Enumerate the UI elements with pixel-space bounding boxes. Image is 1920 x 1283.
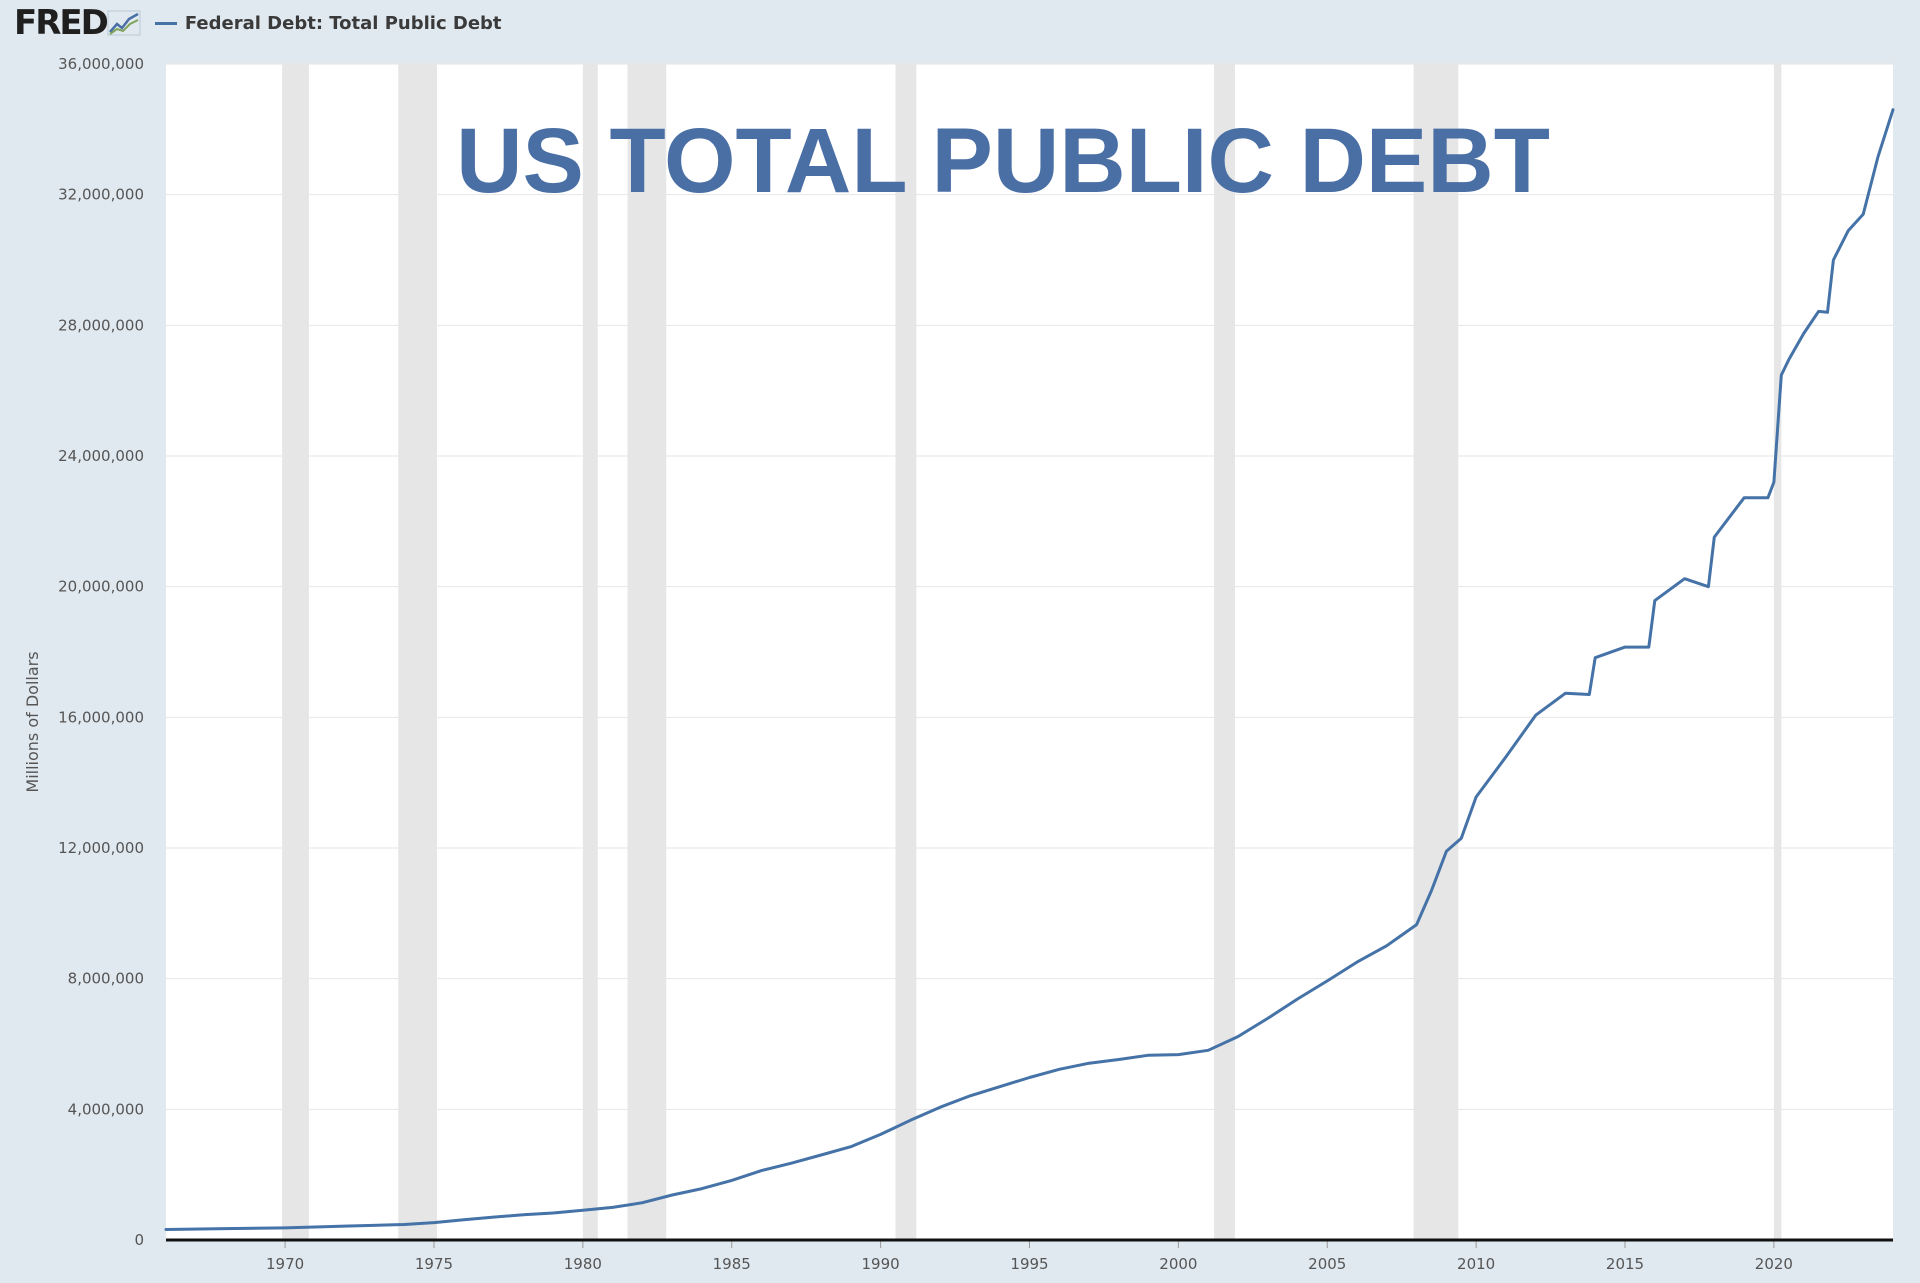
recession-band xyxy=(1413,64,1459,1240)
x-tick-label: 2000 xyxy=(1159,1255,1197,1273)
y-tick-label: 4,000,000 xyxy=(68,1100,144,1118)
recession-band xyxy=(582,64,598,1240)
y-tick-label: 12,000,000 xyxy=(58,839,144,857)
recession-band xyxy=(282,64,309,1240)
y-axis-ticks: 0 4,000,000 8,000,000 12,000,000 16,000,000 2… xyxy=(58,55,144,1249)
y-tick-label: 20,000,000 xyxy=(58,578,144,596)
series-layer xyxy=(164,108,1895,1231)
x-axis-ticks: 1970 1975 1980 1985 1990 1995 2000 2005 2010 2015… xyxy=(266,1240,1793,1273)
y-tick-label: 16,000,000 xyxy=(58,708,144,726)
y-axis-title: Millions of Dollars xyxy=(23,651,42,792)
chart-title: US TOTAL PUBLIC DEBT xyxy=(456,110,1550,212)
recession-band xyxy=(895,64,917,1240)
recession-band xyxy=(398,64,437,1240)
y-tick-label: 8,000,000 xyxy=(68,970,144,988)
legend-label[interactable]: Federal Debt: Total Public Debt xyxy=(184,12,502,34)
x-tick-label: 1980 xyxy=(564,1255,602,1273)
x-tick-label: 2010 xyxy=(1457,1255,1495,1273)
series-line[interactable] xyxy=(164,108,1895,1231)
x-tick-label: 1990 xyxy=(862,1255,900,1273)
y-tick-label: 24,000,000 xyxy=(58,447,144,465)
recession-bands xyxy=(282,64,1782,1240)
x-tick-label: 2020 xyxy=(1755,1255,1793,1273)
y-tick-label: 0 xyxy=(134,1231,144,1249)
legend-swatch xyxy=(154,21,177,25)
x-tick-label: 1995 xyxy=(1010,1255,1048,1273)
legend: Federal Debt: Total Public Debt xyxy=(154,12,502,34)
plot-area xyxy=(166,64,1893,1240)
chart-header: FRED Federal Debt: Total Public Debt xyxy=(14,4,502,42)
gridlines xyxy=(166,63,1893,1110)
x-tick-label: 1985 xyxy=(713,1255,751,1273)
x-tick-label: 1975 xyxy=(415,1255,453,1273)
x-tick-label: 2015 xyxy=(1606,1255,1644,1273)
y-tick-label: 36,000,000 xyxy=(58,55,144,73)
x-tick-label: 1970 xyxy=(266,1255,304,1273)
recession-band xyxy=(1214,64,1235,1240)
recession-band xyxy=(1773,64,1782,1240)
y-tick-label: 32,000,000 xyxy=(58,186,144,204)
chart-trend-icon xyxy=(107,10,141,36)
y-tick-label: 28,000,000 xyxy=(58,316,144,334)
fred-logo-text: FRED xyxy=(14,3,109,43)
x-tick-label: 2005 xyxy=(1308,1255,1346,1273)
recession-band xyxy=(627,64,667,1240)
fred-logo[interactable]: FRED xyxy=(14,6,141,40)
